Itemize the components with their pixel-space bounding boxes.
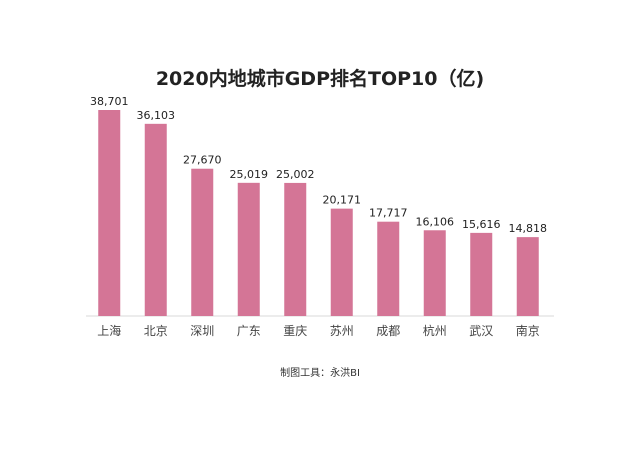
category-label: 上海: [97, 323, 121, 338]
bar-7: [423, 230, 446, 316]
value-label: 36,103: [137, 109, 176, 122]
category-label: 苏州: [330, 324, 354, 338]
bar-2: [191, 168, 214, 316]
category-label: 成都: [376, 324, 400, 338]
value-label: 38,701: [90, 95, 129, 108]
value-label: 17,717: [369, 207, 408, 220]
footer-note: 制图工具：永洪BI: [280, 368, 360, 379]
category-label: 广东: [237, 324, 261, 338]
category-label: 南京: [516, 323, 540, 338]
bar-9: [516, 237, 539, 316]
bar-5: [330, 208, 353, 316]
value-label: 20,171: [323, 194, 362, 207]
bar-3: [237, 182, 260, 316]
value-label: 25,019: [230, 168, 269, 181]
value-label: 15,616: [462, 218, 501, 231]
bar-4: [284, 182, 307, 316]
category-label: 武汉: [469, 324, 493, 338]
bar-1: [144, 123, 167, 316]
category-label: 杭州: [423, 323, 447, 338]
bar-6: [377, 221, 400, 316]
value-label: 16,106: [416, 215, 455, 228]
category-label: 深圳: [190, 324, 214, 338]
bar-8: [470, 232, 493, 316]
category-label: 重庆: [283, 324, 307, 338]
value-label: 27,670: [183, 154, 222, 167]
value-label: 25,002: [276, 168, 315, 181]
category-label: 北京: [144, 324, 168, 338]
chart-title: 2020内地城市GDP排名TOP10（亿): [155, 68, 485, 90]
bars-layer: 38,701 上海 36,103 北京 27,670 深圳 25,019 广东 25,002 重庆…: [90, 95, 547, 338]
bar-0: [98, 110, 121, 316]
value-label: 14,818: [509, 222, 548, 235]
